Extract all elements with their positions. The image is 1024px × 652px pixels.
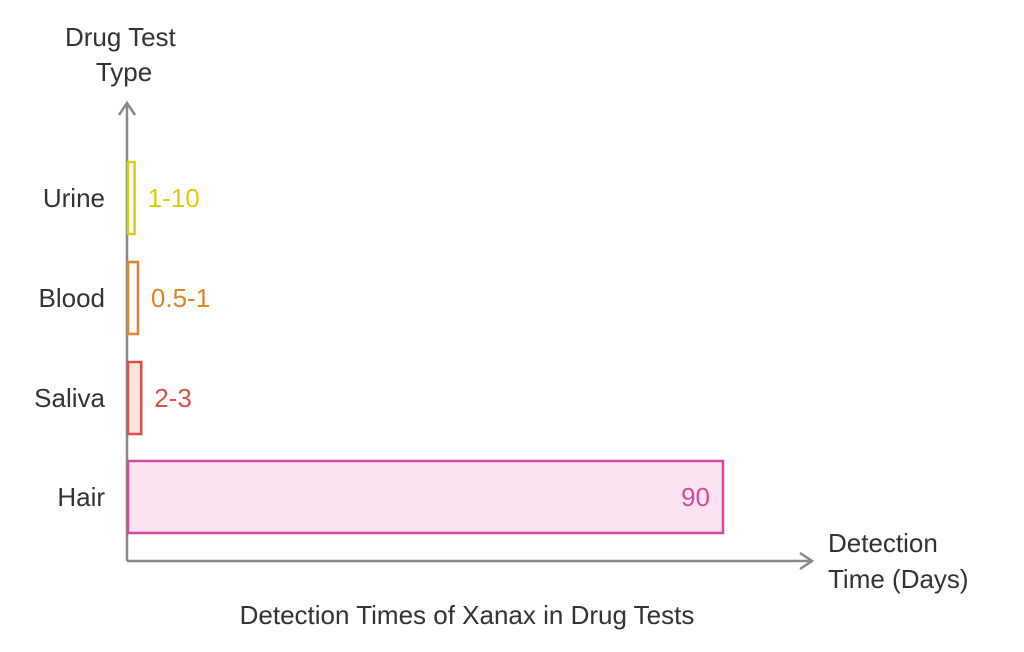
bar-blood (126, 260, 140, 336)
bar-hair (126, 459, 725, 535)
bars-group: Urine 1-10 Blood 0.5-1 Saliva 2-3 Hair 90 (34, 160, 725, 535)
x-axis-title-line-2: Time (Days) (828, 564, 969, 594)
value-label-urine: 1-10 (148, 183, 200, 213)
x-axis (127, 551, 815, 571)
value-label-hair: 90 (681, 482, 710, 512)
x-axis-title: Detection Time (Days) (828, 528, 969, 594)
y-axis-arrow-icon (117, 100, 137, 116)
value-label-saliva: 2-3 (154, 383, 192, 413)
category-label-urine: Urine (43, 183, 105, 213)
category-label-hair: Hair (57, 482, 105, 512)
bar-saliva (126, 360, 143, 436)
category-label-blood: Blood (39, 283, 106, 313)
y-axis-title: Drug Test Type (65, 22, 183, 87)
x-axis-arrow-icon (799, 551, 815, 571)
category-label-saliva: Saliva (34, 383, 105, 413)
y-axis-title-line-1: Drug Test (65, 22, 177, 52)
x-axis-title-line-1: Detection (828, 528, 938, 558)
bar-urine (126, 160, 136, 236)
chart-title: Detection Times of Xanax in Drug Tests (240, 600, 695, 630)
y-axis-title-line-2: Type (96, 57, 152, 87)
value-label-blood: 0.5-1 (151, 283, 210, 313)
